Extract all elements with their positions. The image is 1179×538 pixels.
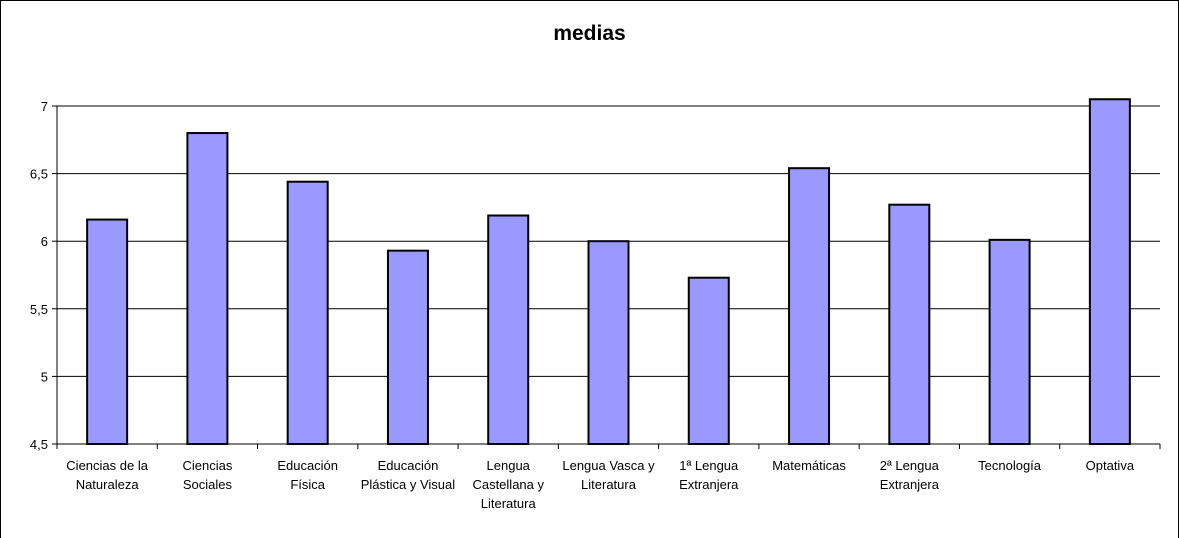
bars (86, 98, 1131, 446)
category-label: Ciencias Sociales (182, 458, 232, 492)
y-tick-label: 5,5 (30, 302, 48, 317)
category-label: Optativa (1086, 458, 1135, 473)
bar (788, 167, 831, 446)
bar (1088, 98, 1131, 446)
y-tick-label: 4,5 (30, 437, 48, 452)
category-label: Educación Física (277, 458, 338, 492)
bar (86, 218, 129, 445)
category-label: Lengua Vasca y Literatura (562, 458, 655, 492)
bar (988, 238, 1031, 445)
category-label: Tecnología (978, 458, 1042, 473)
bar (888, 203, 931, 445)
y-tick-label: 6 (41, 234, 48, 249)
bar (186, 132, 229, 445)
y-tick-label: 5 (41, 369, 48, 384)
bar (286, 180, 329, 445)
category-label: Ciencias de la Naturaleza (66, 458, 148, 492)
bar (587, 240, 630, 445)
bar (687, 276, 730, 446)
bar (487, 214, 530, 445)
category-label: 2ª Lengua Extranjera (880, 458, 940, 492)
chart-title: medias (553, 22, 626, 45)
category-label: Matemáticas (772, 458, 846, 473)
y-tick-label: 6,5 (30, 167, 48, 182)
bar (386, 249, 429, 445)
category-label: 1ª Lengua Extranjera (679, 458, 739, 492)
y-tick-label: 7 (41, 99, 48, 114)
category-label: Educación Plástica y Visual (361, 458, 456, 492)
labels: 4,5 5 5,5 6 6,5 7 Ciencias de la Naturaleza Cien… (30, 99, 1135, 511)
category-label: Lengua Castellana y Literatura (472, 458, 544, 511)
